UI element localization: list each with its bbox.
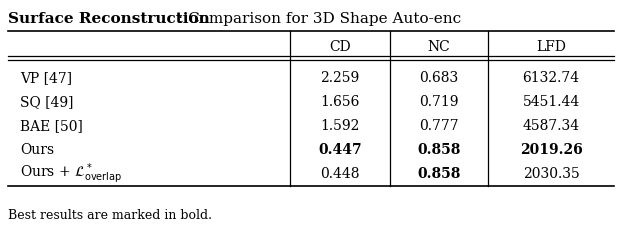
- Text: 0.683: 0.683: [419, 71, 458, 85]
- Text: CD: CD: [329, 40, 351, 54]
- Text: Best results are marked in bold.: Best results are marked in bold.: [8, 208, 212, 221]
- Text: BAE [50]: BAE [50]: [20, 119, 83, 132]
- Text: 0.777: 0.777: [419, 119, 459, 132]
- Text: 1.592: 1.592: [320, 119, 360, 132]
- Text: 4587.34: 4587.34: [522, 119, 580, 132]
- Text: 2.259: 2.259: [320, 71, 360, 85]
- Text: 2019.26: 2019.26: [519, 142, 582, 156]
- Text: 1.656: 1.656: [320, 94, 360, 109]
- Text: VP [47]: VP [47]: [20, 71, 72, 85]
- Text: SQ [49]: SQ [49]: [20, 94, 73, 109]
- Text: LFD: LFD: [536, 40, 566, 54]
- Text: 0.719: 0.719: [419, 94, 459, 109]
- Text: 0.448: 0.448: [320, 166, 360, 180]
- Text: 5451.44: 5451.44: [522, 94, 580, 109]
- Text: Surface Reconstruction: Surface Reconstruction: [8, 12, 210, 26]
- Text: : Comparison for 3D Shape Auto-enc: : Comparison for 3D Shape Auto-enc: [178, 12, 461, 26]
- Text: 6132.74: 6132.74: [522, 71, 580, 85]
- Text: Ours + $\mathcal{L}^*_{\mathrm{overlap}}$: Ours + $\mathcal{L}^*_{\mathrm{overlap}}…: [20, 161, 123, 185]
- Text: 0.858: 0.858: [417, 142, 461, 156]
- Text: NC: NC: [428, 40, 450, 54]
- Text: 0.858: 0.858: [417, 166, 461, 180]
- Text: 2030.35: 2030.35: [522, 166, 579, 180]
- Text: Ours: Ours: [20, 142, 54, 156]
- Text: 0.447: 0.447: [318, 142, 362, 156]
